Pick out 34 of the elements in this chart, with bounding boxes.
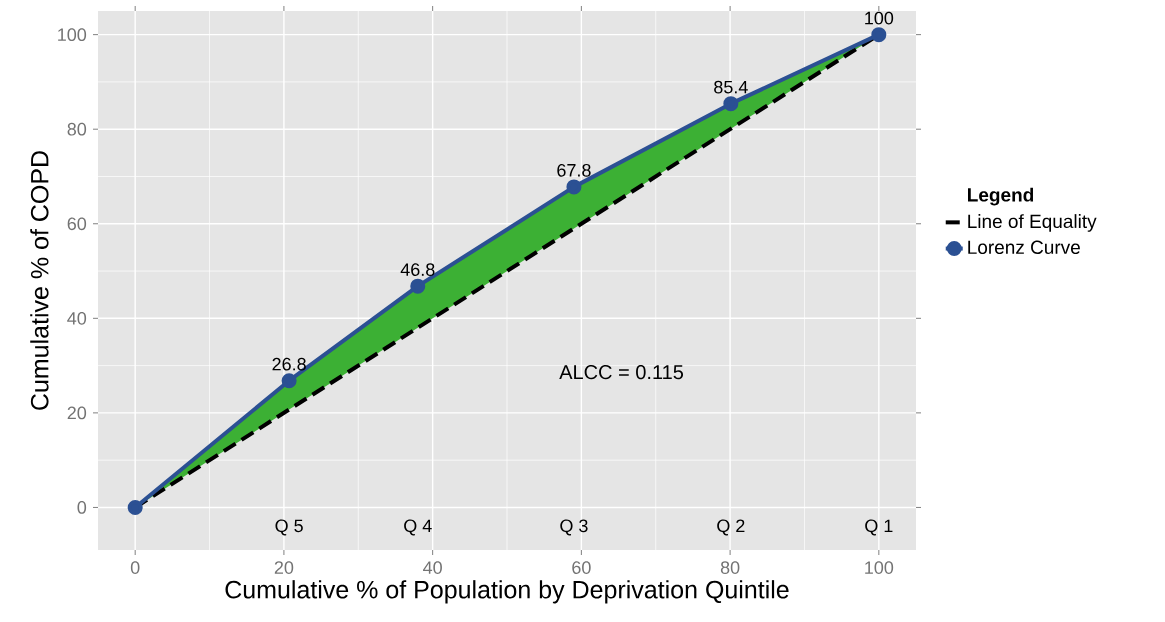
data-label: 100 xyxy=(865,11,894,25)
annotation: Q 5 xyxy=(275,519,303,536)
point xyxy=(127,499,143,515)
y-tick-label: 100 xyxy=(58,28,87,41)
x-axis-title: Cumulative % of Population by Deprivation Quintile xyxy=(225,580,789,604)
point xyxy=(871,27,887,43)
annotation: Q 4 xyxy=(404,519,432,536)
point xyxy=(566,179,582,195)
annotation: ALCC = 0.115 xyxy=(559,365,684,380)
point xyxy=(281,373,297,389)
legend-label: Line of Equality xyxy=(968,214,1097,232)
y-tick-label: 60 xyxy=(67,217,87,231)
annotation: Q 3 xyxy=(560,519,588,536)
y-tick-label: 40 xyxy=(67,311,87,325)
point xyxy=(723,96,739,112)
x-tick-label: 40 xyxy=(423,561,442,574)
annotation: Q 2 xyxy=(717,519,745,536)
x-tick-label: 100 xyxy=(865,561,894,574)
y-axis-title: Cumulative % of COPD xyxy=(30,151,49,410)
point xyxy=(410,278,426,294)
data-label: 85.4 xyxy=(714,80,748,94)
legend-title: Legend xyxy=(968,187,1034,206)
legend-label: Lorenz Curve xyxy=(968,240,1080,255)
data-label: 46.8 xyxy=(400,263,435,276)
data-label: 67.8 xyxy=(557,163,591,177)
x-tick-label: 60 xyxy=(572,561,591,574)
y-tick-label: 0 xyxy=(77,501,87,514)
x-tick-label: 80 xyxy=(720,561,740,574)
y-tick-label: 20 xyxy=(67,406,87,420)
annotation: Q 1 xyxy=(865,519,893,536)
y-tick-label: 80 xyxy=(67,122,87,136)
data-label: 26.8 xyxy=(272,357,306,371)
x-tick-label: 20 xyxy=(274,561,294,574)
x-tick-label: 0 xyxy=(130,561,140,574)
